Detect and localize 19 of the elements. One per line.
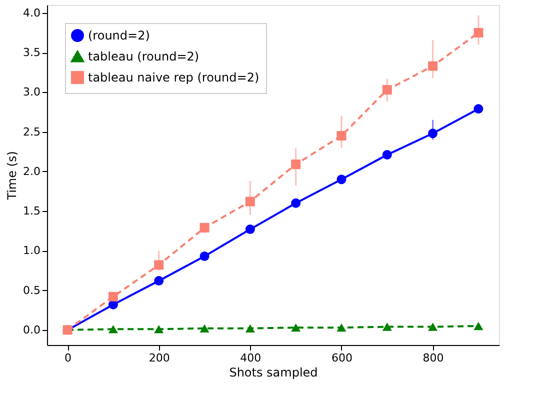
y-tick-label: 4.0: [23, 6, 40, 20]
y-tick-label: 2.0: [23, 164, 40, 178]
x-tick-label: 0: [64, 352, 72, 364]
y-tick-label: 3.0: [23, 86, 40, 99]
x-tick-label: 400: [240, 352, 262, 364]
x-tick-label: 200: [148, 352, 170, 364]
y-tick-label: 3.5: [23, 46, 40, 60]
legend-label: tableau naive rep (round=2): [88, 70, 260, 84]
x-axis-title: Shots sampled: [229, 366, 318, 380]
x-tick-label: 600: [331, 352, 352, 364]
y-tick-label: 0.0: [23, 323, 40, 336]
y-tick-label: 1.0: [23, 244, 40, 258]
x-tick-label: 800: [422, 352, 444, 364]
legend-label: tableau (round=2): [88, 50, 200, 64]
y-tick-label: 1.5: [23, 204, 40, 218]
y-tick-label: 0.5: [23, 284, 40, 297]
y-tick-label: 2.5: [23, 125, 40, 138]
legend-label: (round=2): [88, 28, 150, 42]
y-axis-title: Time (s): [5, 151, 20, 201]
